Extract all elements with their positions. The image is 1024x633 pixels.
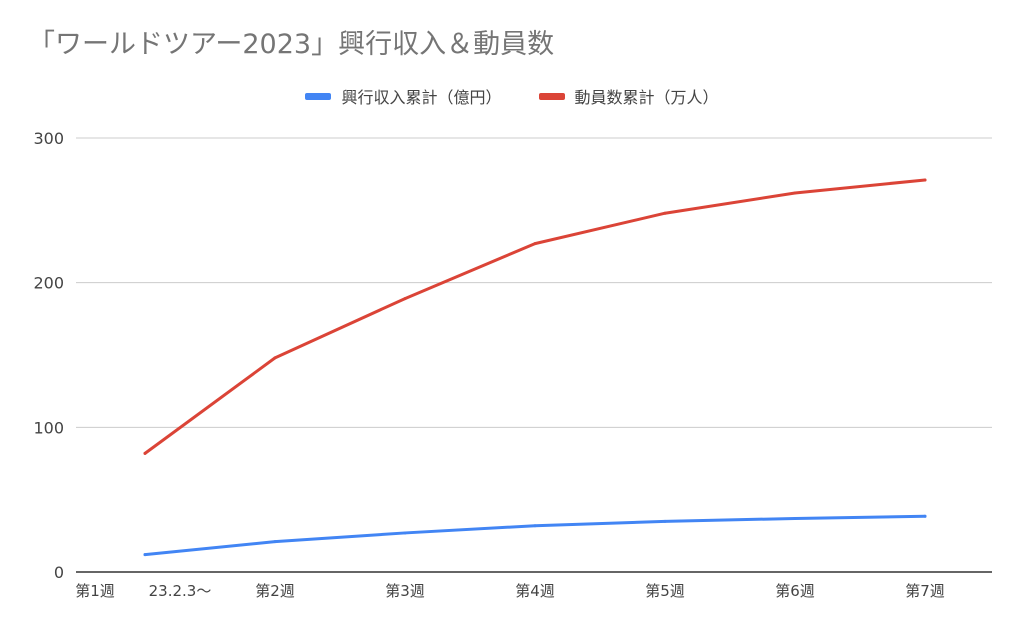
data-point-0-2 [403, 531, 407, 535]
data-point-0-5 [793, 516, 797, 520]
data-point-0-6 [923, 514, 927, 518]
y-tick-label-100: 100 [33, 418, 64, 437]
legend-item-revenue: 興行収入累計（億円） [305, 84, 501, 108]
legend: 興行収入累計（億円） 動員数累計（万人） [0, 84, 1024, 108]
data-point-1-2 [403, 297, 407, 301]
data-point-0-4 [663, 519, 667, 523]
chart-title: 「ワールドツアー2023」興行収入＆動員数 [28, 29, 555, 60]
data-point-0-1 [273, 540, 277, 544]
x-tick-label-1: 23.2.3〜 [149, 582, 212, 600]
legend-swatch-revenue [305, 92, 332, 100]
series-line-0 [143, 514, 927, 557]
data-point-0-0 [143, 553, 147, 557]
data-point-1-0 [143, 451, 147, 455]
x-tick-label-7: 第7週 [905, 582, 945, 600]
legend-item-attendance: 動員数累計（万人） [538, 84, 719, 108]
x-tick-label-0: 第1週 [75, 582, 115, 600]
data-point-1-6 [923, 178, 927, 182]
data-point-1-5 [793, 191, 797, 195]
y-tick-label-300: 300 [33, 129, 64, 148]
x-tick-label-5: 第5週 [645, 582, 685, 600]
x-tick-label-2: 第2週 [255, 582, 295, 600]
y-tick-label-200: 200 [33, 274, 64, 293]
data-point-1-1 [273, 356, 277, 360]
x-tick-label-6: 第6週 [775, 582, 815, 600]
y-tick-label-0: 0 [54, 563, 64, 582]
legend-label-revenue: 興行収入累計（億円） [341, 88, 502, 107]
legend-label-attendance: 動員数累計（万人） [574, 88, 719, 107]
data-point-1-4 [663, 211, 667, 215]
series-line-1 [143, 178, 927, 455]
data-point-1-3 [533, 242, 537, 246]
x-tick-label-4: 第4週 [515, 582, 555, 600]
x-tick-label-3: 第3週 [385, 582, 425, 600]
legend-swatch-attendance [538, 92, 565, 100]
data-point-0-3 [533, 524, 537, 528]
